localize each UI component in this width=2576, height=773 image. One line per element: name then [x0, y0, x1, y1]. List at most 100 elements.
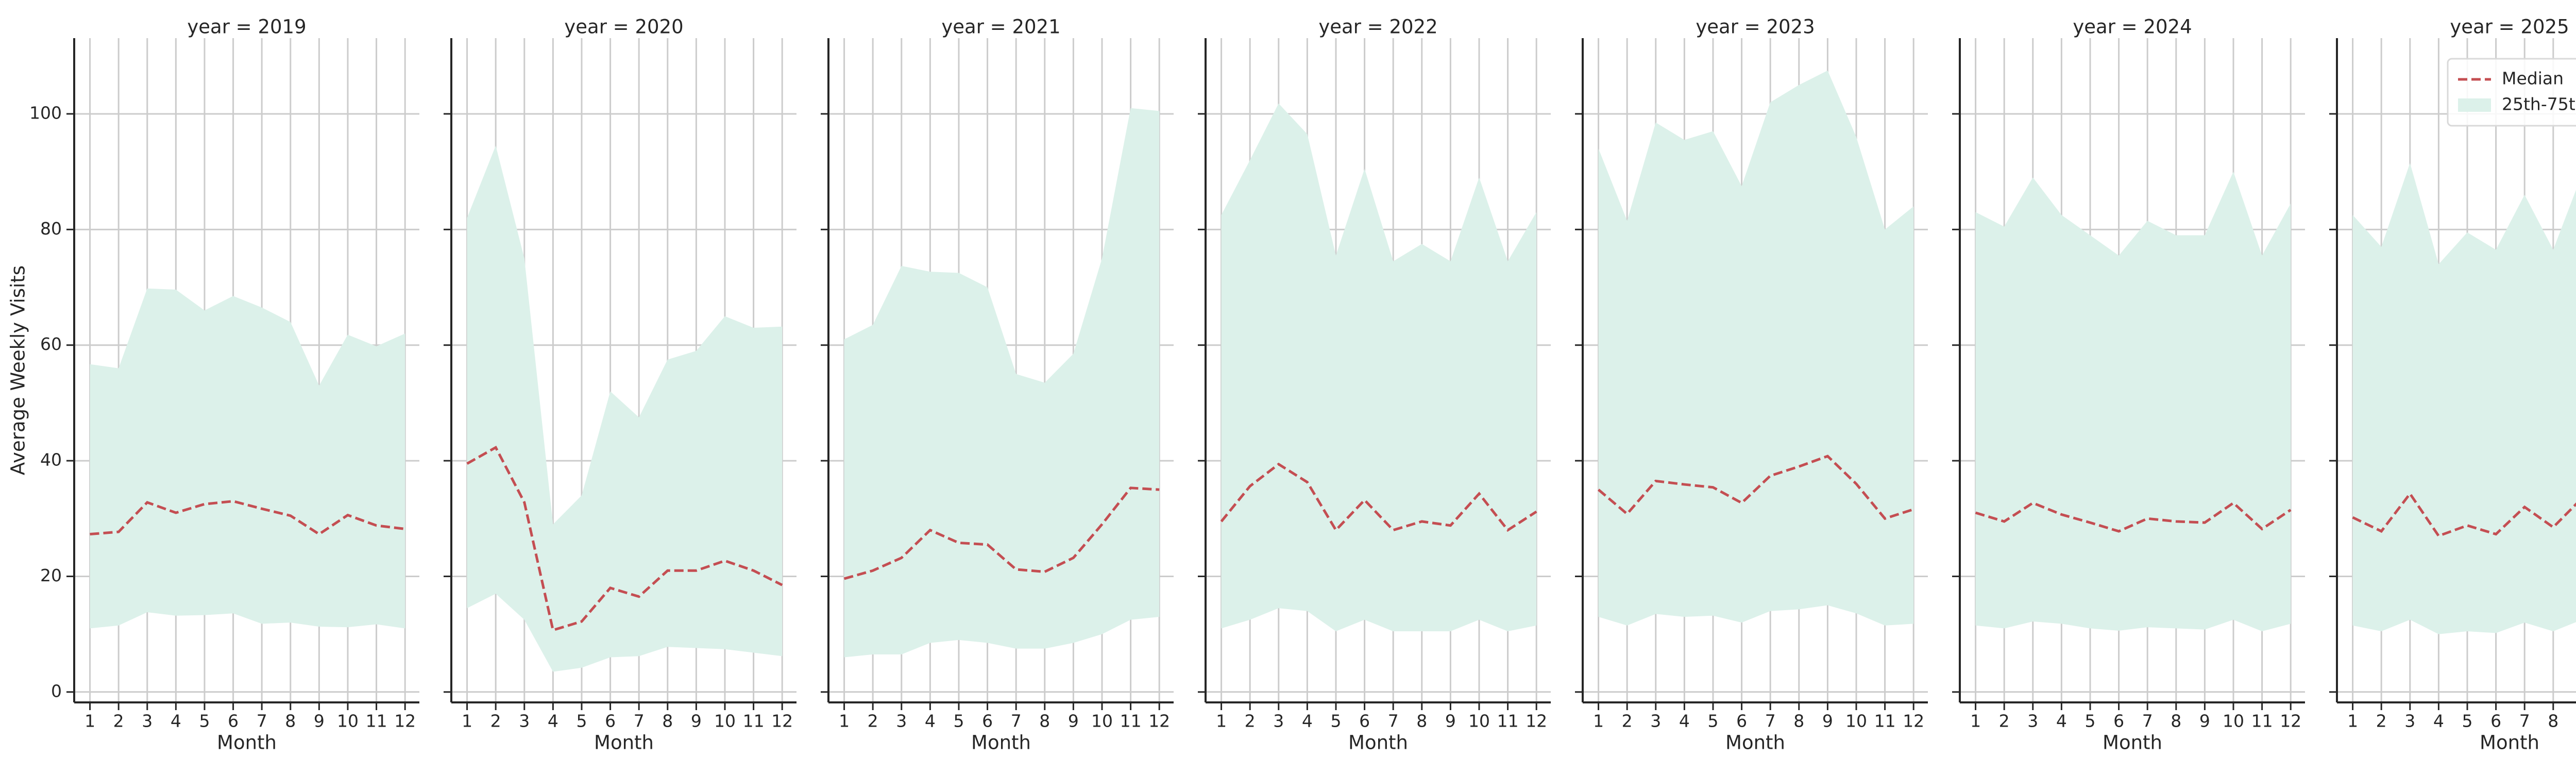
x-tick-label: 1: [1970, 711, 1981, 731]
iqr-band: [2352, 163, 2576, 634]
x-tick-label: 1: [2347, 711, 2358, 731]
x-tick-label: 3: [2404, 711, 2415, 731]
iqr-band: [1598, 70, 1914, 626]
x-tick-label: 6: [605, 711, 616, 731]
x-tick-label: 8: [1039, 711, 1050, 731]
x-tick-label: 12: [394, 711, 416, 731]
x-tick-label: 10: [714, 711, 736, 731]
x-tick-label: 6: [228, 711, 239, 731]
x-tick-label: 6: [1736, 711, 1747, 731]
x-tick-label: 3: [142, 711, 152, 731]
panel-title: year = 2021: [941, 16, 1060, 38]
x-axis-label: Month: [594, 732, 654, 754]
x-axis-label: Month: [971, 732, 1031, 754]
x-tick-label: 7: [634, 711, 645, 731]
iqr-band: [90, 288, 405, 629]
x-tick-label: 3: [1650, 711, 1661, 731]
x-tick-label: 4: [2433, 711, 2444, 731]
x-tick-label: 10: [337, 711, 359, 731]
x-tick-label: 2: [2376, 711, 2387, 731]
x-tick-label: 9: [2199, 711, 2210, 731]
median-line: [1975, 501, 2292, 533]
x-tick-label: 3: [896, 711, 907, 731]
x-axis-label: Month: [2103, 732, 2162, 754]
x-tick-label: 3: [2027, 711, 2038, 731]
x-tick-label: 2: [868, 711, 878, 731]
x-axis-label: Month: [217, 732, 277, 754]
x-tick-label: 8: [2171, 711, 2181, 731]
x-tick-label: 4: [1302, 711, 1313, 731]
y-tick-label: 80: [40, 219, 62, 239]
y-axis-label: Average Weekly Visits: [7, 265, 29, 475]
x-tick-label: 9: [691, 711, 702, 731]
x-tick-label: 9: [1068, 711, 1079, 731]
x-tick-label: 9: [314, 711, 325, 731]
x-tick-label: 11: [366, 711, 387, 731]
x-tick-label: 10: [1091, 711, 1113, 731]
legend-label: Median: [2502, 69, 2564, 89]
x-tick-label: 6: [2113, 711, 2124, 731]
x-tick-label: 1: [1216, 711, 1227, 731]
x-tick-label: 3: [1273, 711, 1284, 731]
median-line: [466, 445, 783, 632]
x-tick-label: 5: [199, 711, 210, 731]
x-tick-label: 9: [1822, 711, 1833, 731]
x-tick-label: 5: [2084, 711, 2095, 731]
x-tick-label: 4: [1679, 711, 1690, 731]
x-tick-label: 12: [1903, 711, 1924, 731]
x-tick-label: 11: [2251, 711, 2273, 731]
x-tick-label: 5: [1707, 711, 1718, 731]
x-tick-label: 5: [2462, 711, 2472, 731]
x-tick-label: 11: [1120, 711, 1142, 731]
iqr-band: [467, 145, 783, 672]
panel-title: year = 2019: [187, 16, 306, 38]
x-tick-label: 8: [285, 711, 296, 731]
legend: Median 25th-75th Percentile: [2447, 58, 2576, 127]
x-tick-label: 8: [1793, 711, 1804, 731]
x-tick-label: 7: [2142, 711, 2153, 731]
median-line: [2352, 491, 2576, 537]
x-tick-label: 12: [2280, 711, 2301, 731]
x-tick-label: 2: [1245, 711, 1256, 731]
x-tick-label: 4: [925, 711, 936, 731]
x-tick-label: 1: [84, 711, 95, 731]
x-tick-label: 10: [1845, 711, 1867, 731]
x-axis-label: Month: [1348, 732, 1408, 754]
x-tick-label: 1: [462, 711, 472, 731]
y-tick-label: 100: [29, 103, 62, 123]
x-axis-label: Month: [1725, 732, 1785, 754]
x-tick-label: 4: [171, 711, 181, 731]
x-tick-label: 11: [743, 711, 765, 731]
x-tick-label: 7: [1011, 711, 1022, 731]
x-tick-label: 7: [1388, 711, 1399, 731]
x-tick-label: 6: [982, 711, 993, 731]
y-tick-label: 40: [40, 450, 62, 470]
x-tick-label: 9: [1445, 711, 1456, 731]
panel-title: year = 2022: [1318, 16, 1437, 38]
panel-title: year = 2025: [2450, 16, 2569, 38]
x-tick-label: 10: [1468, 711, 1490, 731]
median-line: [843, 486, 1160, 580]
x-tick-label: 4: [548, 711, 558, 731]
x-tick-label: 8: [2548, 711, 2558, 731]
x-tick-label: 5: [1330, 711, 1341, 731]
iqr-band: [844, 108, 1160, 658]
x-tick-label: 2: [490, 711, 501, 731]
y-tick-label: 20: [40, 565, 62, 585]
x-tick-label: 8: [1416, 711, 1427, 731]
median-line: [1220, 462, 1537, 532]
x-tick-label: 4: [2056, 711, 2067, 731]
panel-title: year = 2020: [564, 16, 683, 38]
x-tick-label: 12: [771, 711, 793, 731]
x-tick-label: 5: [576, 711, 587, 731]
x-tick-label: 7: [257, 711, 267, 731]
y-tick-label: 0: [51, 681, 62, 701]
